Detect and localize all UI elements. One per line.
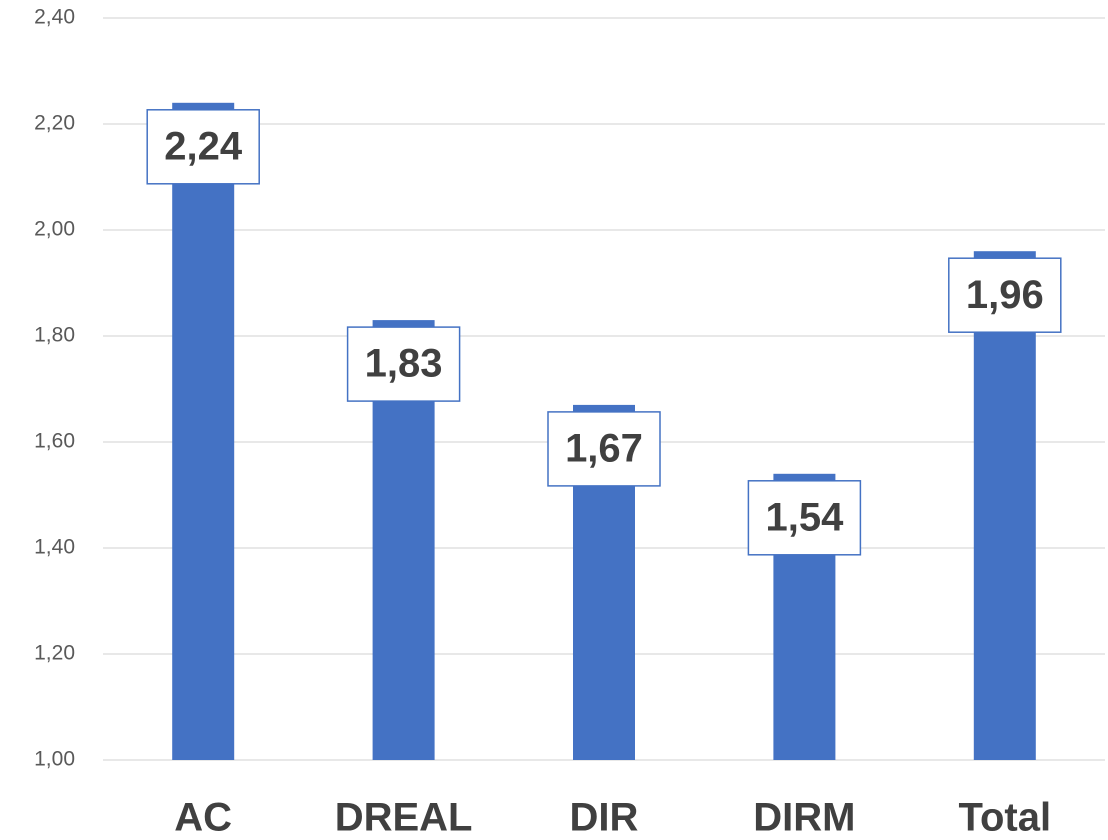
- y-tick-label: 2,00: [34, 218, 75, 241]
- x-tick-label: DIR: [570, 796, 639, 840]
- value-label: 1,83: [365, 342, 443, 386]
- value-label: 1,67: [565, 426, 643, 470]
- x-tick-label: DIRM: [753, 796, 855, 840]
- y-tick-label: 1,60: [34, 430, 75, 453]
- value-label-box: [547, 411, 661, 487]
- y-tick-label: 1,40: [34, 536, 75, 559]
- y-tick-label: 1,20: [34, 642, 75, 665]
- y-tick-label: 1,80: [34, 324, 75, 347]
- value-label-box: [948, 257, 1062, 333]
- value-label: 2,24: [164, 124, 243, 168]
- y-tick-label: 2,40: [34, 6, 75, 29]
- value-label: 1,96: [966, 273, 1044, 317]
- value-label: 1,54: [765, 495, 844, 539]
- value-label-box: [146, 109, 260, 185]
- bar: [973, 251, 1036, 760]
- x-tick-label: AC: [174, 796, 232, 840]
- y-tick-label: 2,20: [34, 112, 75, 135]
- value-label-box: [747, 480, 862, 556]
- value-label-box: [346, 326, 461, 402]
- x-tick-label: Total: [959, 796, 1052, 840]
- y-tick-label: 1,00: [34, 748, 75, 771]
- x-tick-label: DREAL: [335, 796, 473, 840]
- bar: [172, 102, 235, 761]
